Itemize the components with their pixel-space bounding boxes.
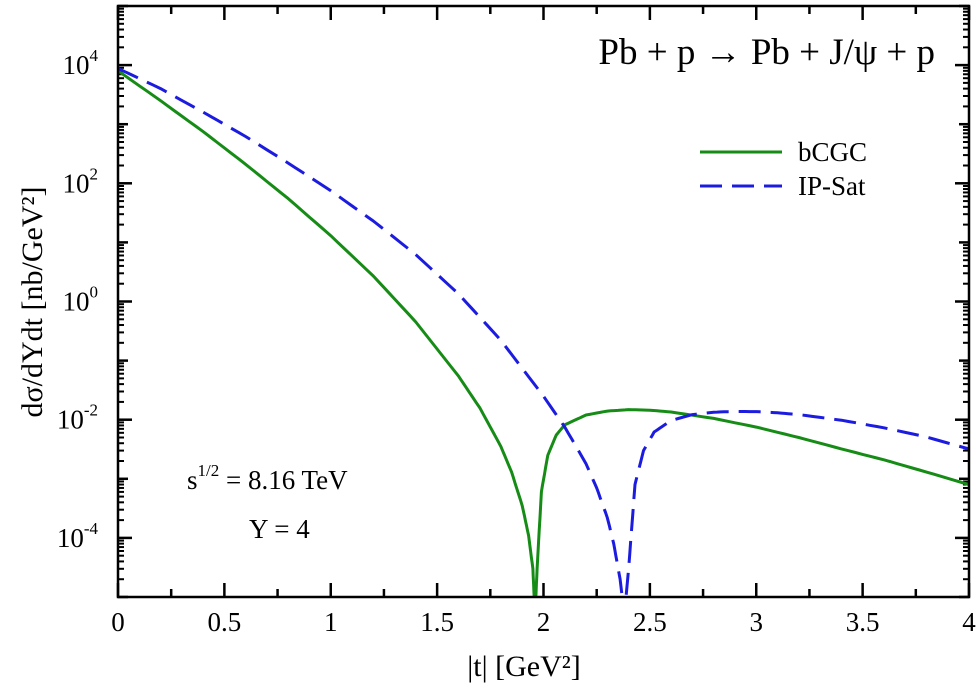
x-tick-label: 1 xyxy=(324,607,338,637)
legend-label-bcgc: bCGC xyxy=(798,137,867,167)
annotation-rapidity: Y = 4 xyxy=(249,514,310,544)
x-tick-labels: 0 0.5 1 1.5 2 2.5 3 3.5 4 xyxy=(111,607,976,637)
y-tick-label-base: 10 xyxy=(57,523,84,553)
annotation-energy-sup: 1/2 xyxy=(198,461,220,480)
y-tick-label-exp: -2 xyxy=(84,401,98,420)
y-tick-label-exp: 2 xyxy=(90,164,99,183)
chart-title: Pb + p → Pb + J/ψ + p xyxy=(598,32,935,73)
y-tick-label-exp: 0 xyxy=(90,283,99,302)
x-axis-label: |t| [GeV²] xyxy=(467,650,580,683)
y-tick-label: 10-2 xyxy=(57,401,98,435)
axis-ticks xyxy=(116,4,971,599)
x-tick-label: 2 xyxy=(537,607,551,637)
legend-label-ipsat: IP-Sat xyxy=(798,171,866,201)
y-tick-label: 104 xyxy=(63,46,99,80)
y-tick-label-base: 10 xyxy=(63,168,90,198)
plot-curves xyxy=(118,67,969,597)
y-tick-label: 10-4 xyxy=(57,519,99,553)
x-tick-label: 0.5 xyxy=(208,607,242,637)
series-line-ip-sat xyxy=(118,67,969,597)
y-tick-label-base: 10 xyxy=(63,287,90,317)
legend: bCGC IP-Sat xyxy=(700,137,867,201)
y-tick-label-exp: -4 xyxy=(84,519,99,538)
y-tick-label-exp: 4 xyxy=(90,46,99,65)
series-line-bcgc xyxy=(118,69,969,597)
y-axis-label-text: dσ/dYdt [nb/GeV²] xyxy=(16,187,49,418)
plot-frame xyxy=(116,4,971,599)
y-tick-label: 102 xyxy=(63,164,99,198)
x-tick-label: 3.5 xyxy=(846,607,880,637)
x-tick-label: 1.5 xyxy=(420,607,454,637)
y-tick-label: 100 xyxy=(63,283,99,317)
x-tick-label: 4 xyxy=(962,607,976,637)
y-tick-label-base: 10 xyxy=(57,405,84,435)
x-tick-label: 0 xyxy=(111,607,125,637)
y-tick-label-base: 10 xyxy=(63,50,90,80)
x-tick-label: 2.5 xyxy=(633,607,667,637)
x-axis-label-text: |t| [GeV²] xyxy=(467,650,580,683)
x-tick-label: 3 xyxy=(750,607,764,637)
annotation-energy: s1/2 = 8.16 TeV xyxy=(187,461,348,495)
annotation-energy-base: s xyxy=(187,465,198,495)
annotation-energy-rest: = 8.16 TeV xyxy=(219,465,348,495)
y-axis-label: dσ/dYdt [nb/GeV²] xyxy=(16,187,49,418)
